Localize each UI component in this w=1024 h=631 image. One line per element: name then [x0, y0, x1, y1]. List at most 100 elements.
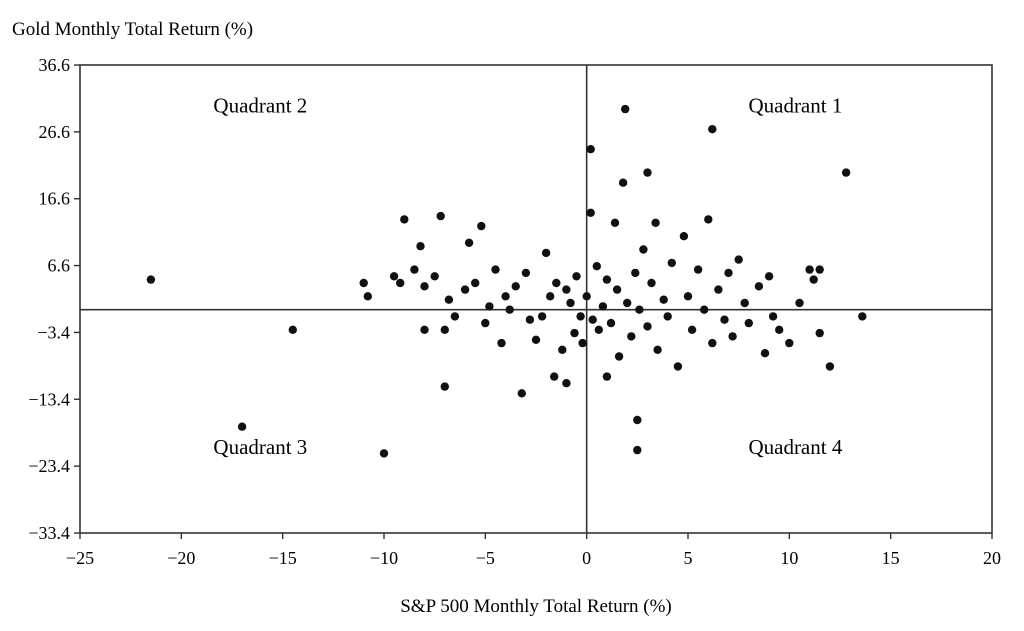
data-point	[594, 325, 603, 334]
x-tick-label: −20	[167, 548, 195, 568]
data-point	[627, 332, 636, 341]
axis-ticks: −25 −20 −15 −10 −5 0 5 10 15 20 36.6 26.6 16.6 6.6 −3.…	[28, 55, 1001, 568]
data-point	[588, 315, 597, 324]
data-point	[653, 345, 662, 354]
data-point	[552, 278, 561, 288]
data-point	[621, 104, 630, 114]
data-point	[505, 305, 514, 314]
data-point	[363, 292, 372, 301]
data-point	[734, 255, 743, 264]
data-point	[720, 315, 729, 324]
data-point	[775, 325, 784, 334]
data-point	[541, 248, 551, 258]
data-point	[708, 338, 717, 348]
data-point	[693, 265, 703, 274]
data-point	[521, 268, 531, 278]
data-point	[558, 345, 567, 354]
data-point	[491, 265, 500, 274]
x-tick-label: 5	[684, 548, 693, 568]
data-point	[815, 328, 824, 338]
data-point	[146, 275, 156, 284]
y-tick-label: −3.4	[37, 322, 70, 342]
data-point	[389, 272, 399, 281]
data-point	[570, 328, 579, 338]
data-point	[485, 302, 494, 311]
data-point	[612, 285, 622, 294]
data-point	[825, 362, 835, 371]
data-point	[754, 282, 764, 291]
data-point	[471, 278, 480, 288]
x-axis-label: S&P 500 Monthly Total Return (%)	[400, 596, 672, 617]
data-point	[400, 215, 409, 224]
x-tick-label: 0	[582, 548, 591, 568]
data-point	[643, 168, 652, 177]
data-point	[592, 262, 601, 271]
data-point	[525, 315, 535, 324]
data-point	[647, 278, 656, 288]
data-point	[582, 292, 591, 301]
quadrant-labels: Quadrant 1 Quadrant 2 Quadrant 3 Quadrant 4	[213, 93, 842, 459]
x-tick-label: −25	[66, 548, 94, 568]
data-point	[805, 265, 814, 274]
data-point	[667, 258, 676, 268]
data-point	[700, 305, 709, 314]
data-point	[464, 238, 474, 247]
data-point	[633, 415, 642, 425]
data-point	[768, 312, 778, 321]
data-point	[841, 168, 851, 177]
data-point	[724, 268, 733, 278]
data-point	[440, 382, 449, 391]
data-point	[501, 292, 510, 301]
data-point	[643, 322, 652, 331]
data-point	[359, 278, 368, 288]
data-point	[740, 298, 749, 308]
data-point	[623, 298, 632, 308]
data-point	[602, 372, 612, 381]
data-point	[633, 445, 642, 455]
data-point	[602, 275, 612, 284]
data-point	[635, 305, 644, 314]
data-point	[598, 302, 608, 311]
x-tick-label: −5	[476, 548, 495, 568]
data-points	[146, 104, 867, 458]
plot-area-frame	[79, 64, 993, 534]
quadrant-label: Quadrant 3	[213, 435, 307, 459]
data-point	[639, 245, 648, 254]
data-point	[562, 379, 571, 388]
data-point	[444, 295, 454, 304]
data-point	[687, 325, 697, 334]
y-tick-label: −23.4	[28, 456, 70, 476]
x-tick-label: 10	[780, 548, 798, 568]
data-point	[728, 332, 737, 341]
quadrant-reference-lines	[80, 65, 992, 533]
data-point	[420, 325, 429, 334]
data-point	[396, 278, 405, 288]
data-point	[430, 272, 439, 281]
y-axis-label: Gold Monthly Total Return (%)	[12, 19, 253, 40]
data-point	[379, 449, 389, 458]
y-tick-label: −33.4	[28, 523, 70, 543]
data-point	[562, 285, 571, 294]
quadrant-label: Quadrant 1	[748, 93, 842, 117]
data-point	[578, 338, 587, 348]
data-point	[546, 292, 555, 301]
data-point	[572, 272, 581, 281]
data-point	[651, 218, 660, 227]
x-tick-label: 20	[983, 548, 1001, 568]
x-tick-label: 15	[882, 548, 900, 568]
data-point	[416, 242, 425, 251]
data-point	[531, 335, 541, 344]
data-point	[537, 312, 547, 321]
data-point	[576, 312, 585, 321]
data-point	[618, 178, 628, 187]
data-point	[659, 295, 668, 304]
data-point	[440, 325, 449, 334]
data-point	[663, 312, 672, 321]
data-point	[497, 338, 506, 348]
data-point	[815, 265, 824, 274]
data-point	[586, 145, 595, 154]
data-point	[566, 298, 575, 308]
y-tick-label: 16.6	[39, 189, 71, 209]
data-point	[785, 338, 794, 348]
